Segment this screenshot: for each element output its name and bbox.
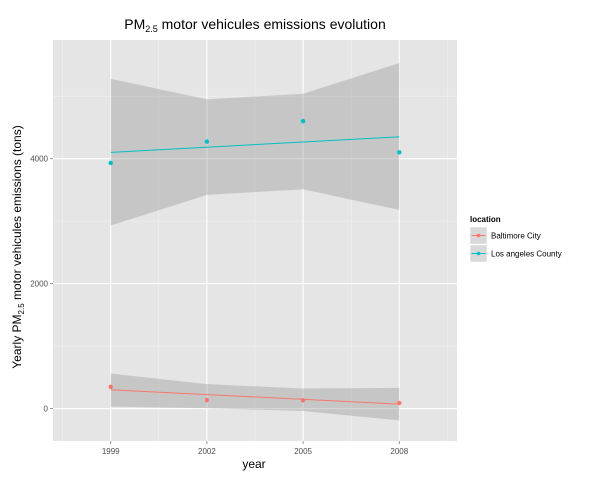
ylabel-main: Yearly PM — [10, 314, 24, 368]
grid-minor — [53, 40, 457, 441]
x-tick-label: 2005 — [294, 447, 312, 456]
title-rest: motor vehicules emissions evolution — [158, 16, 386, 32]
legend: location Baltimore City Los angeles Count… — [469, 215, 562, 263]
ylabel-rest: motor vehicules emissions (tons) — [10, 125, 24, 303]
data-point — [397, 400, 402, 406]
data-point — [204, 139, 210, 144]
legend-key-point — [476, 251, 481, 256]
data-point — [108, 384, 113, 390]
chart-title: PM2.5 motor vehicules emissions evolutio… — [124, 16, 386, 34]
x-axis-title: year — [242, 457, 265, 471]
fit-lines — [110, 136, 400, 405]
title-subscript: 2.5 — [145, 24, 158, 34]
legend-key-point — [476, 233, 481, 238]
y-tick-label: 4000 — [30, 155, 48, 164]
legend-label: Los angeles County — [491, 250, 562, 259]
data-points — [108, 118, 402, 406]
y-tick-label: 0 — [44, 405, 49, 414]
legend-title: location — [470, 215, 501, 224]
y-axis-ticks: 0 2000 4000 — [30, 155, 53, 414]
fit-line — [110, 389, 400, 405]
title-main: PM — [124, 16, 145, 32]
data-point — [300, 398, 306, 403]
y-tick-label: 2000 — [30, 280, 48, 289]
x-tick-label: 1999 — [102, 447, 120, 456]
y-axis-title: Yearly PM2.5 motor vehicules emissions (… — [10, 125, 26, 368]
data-point — [108, 160, 113, 166]
data-point — [300, 118, 306, 124]
ylabel-subscript: 2.5 — [17, 303, 26, 315]
x-tick-label: 2008 — [390, 447, 408, 456]
data-point — [204, 397, 210, 403]
data-point — [397, 150, 402, 155]
grid-major — [53, 40, 457, 441]
fit-line — [110, 136, 400, 153]
x-tick-label: 2002 — [198, 447, 216, 456]
x-axis-ticks: 1999 2002 2005 2008 — [102, 441, 409, 456]
legend-label: Baltimore City — [491, 232, 541, 241]
